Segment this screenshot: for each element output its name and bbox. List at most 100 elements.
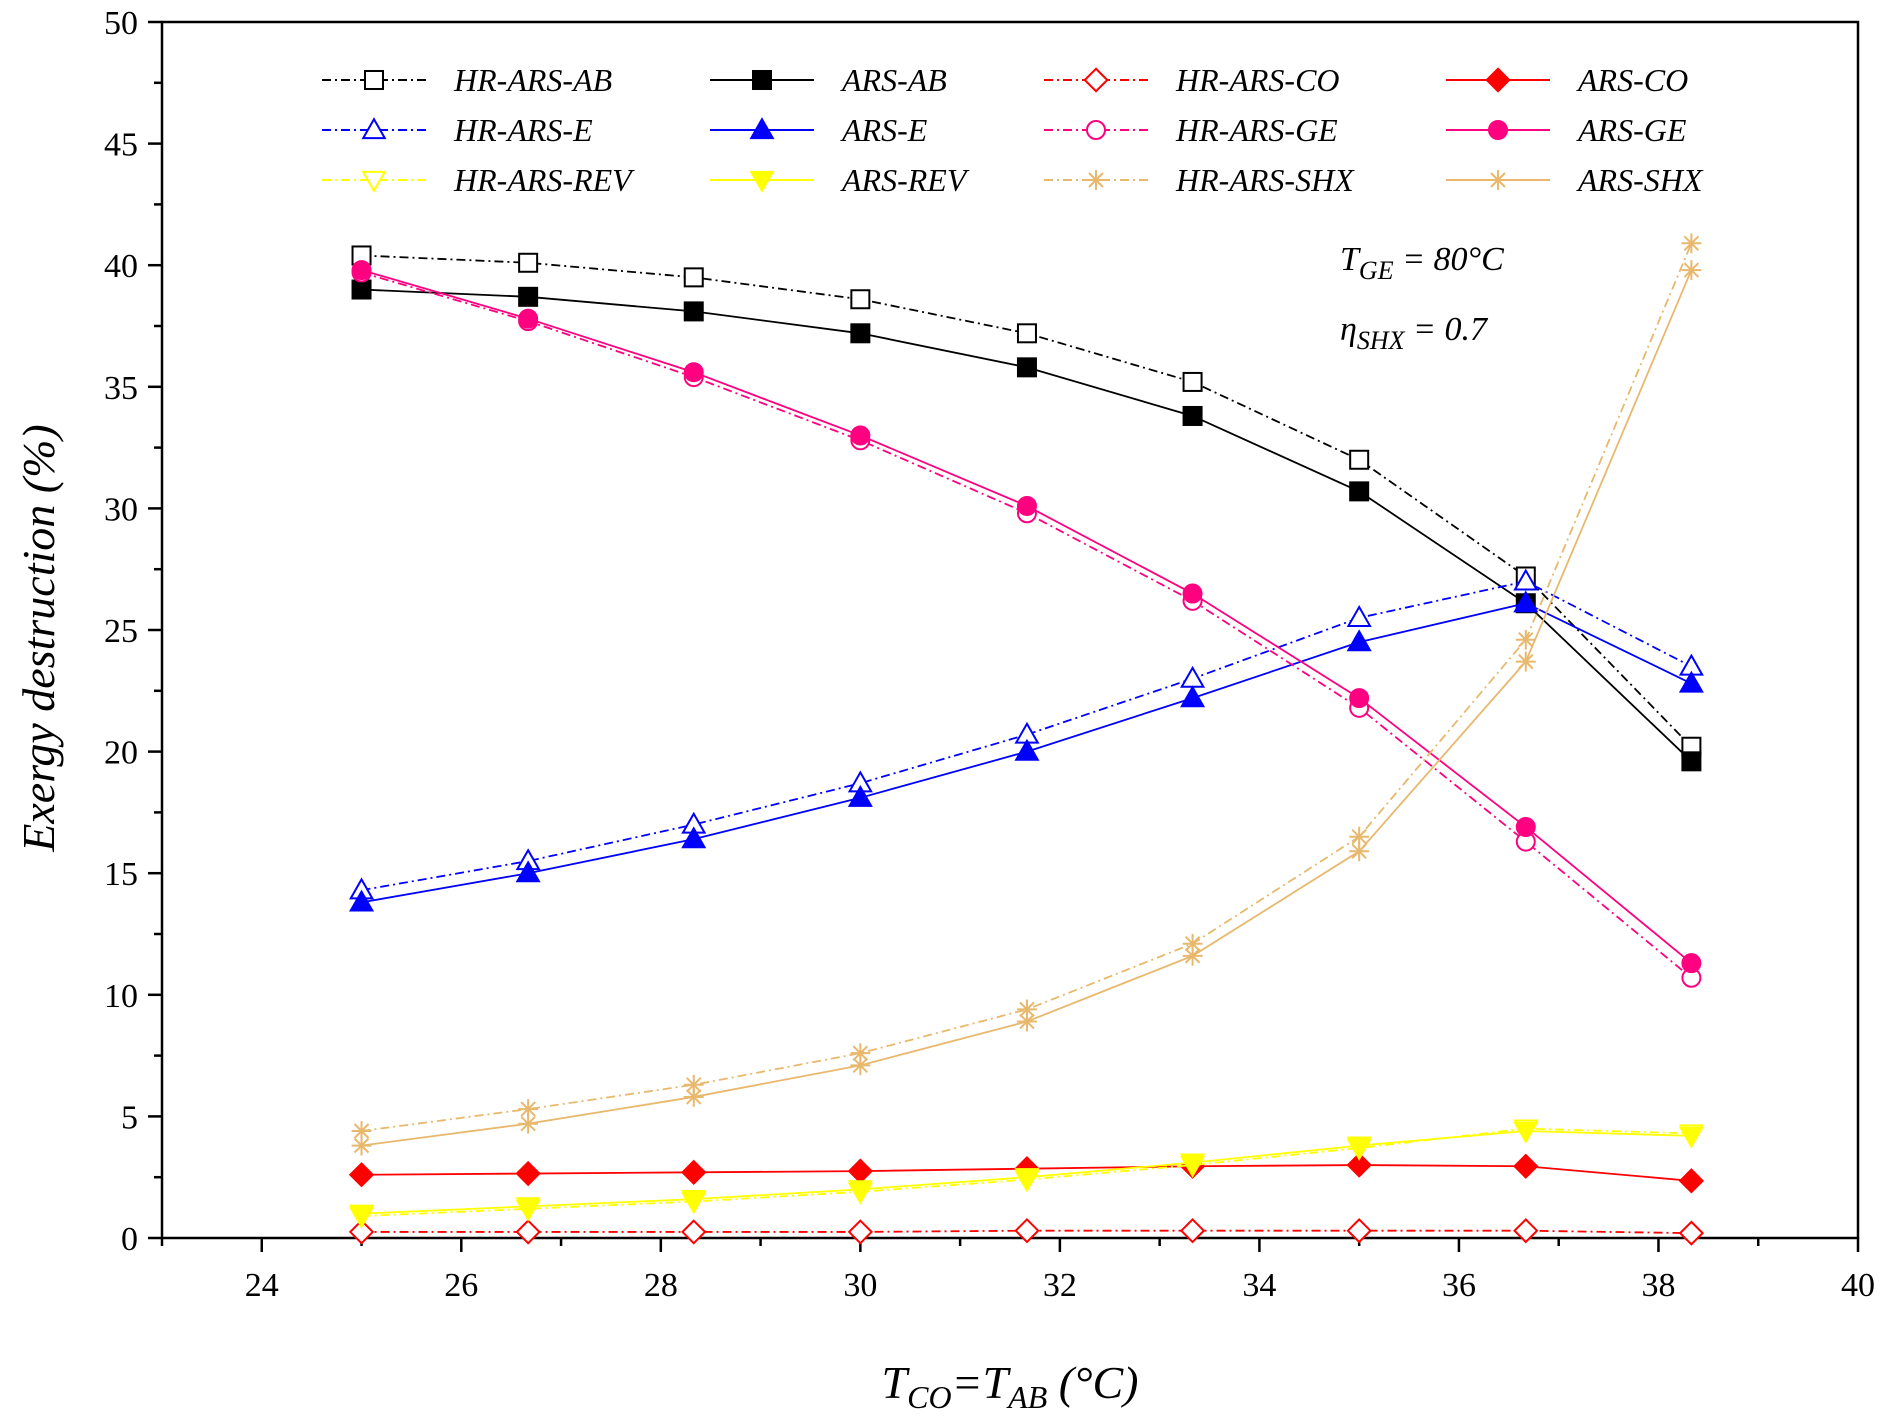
data-point [1515,816,1536,837]
data-point [752,70,772,90]
data-point [1346,629,1372,652]
data-point [847,784,873,807]
legend-item: ARS-GE [1446,112,1687,148]
data-point [683,362,704,383]
data-point [1346,605,1372,627]
data-point [850,323,871,344]
y-tick-label: 40 [104,248,138,285]
asterisk-stroke [353,1137,370,1154]
x-tick-label: 30 [843,1267,877,1304]
legend-label: ARS-REV [840,162,970,198]
data-point [518,286,539,307]
series-hr-ars-ab [351,245,1702,757]
asterisk-stroke [1184,936,1201,952]
data-point [349,1204,375,1227]
data-point [749,170,775,193]
asterisk-stroke [1518,632,1534,648]
legend-item: HR-ARS-SHX [1044,162,1355,198]
x-tick-label: 28 [644,1267,678,1304]
data-point [515,860,541,883]
legend-item: ARS-REV [710,162,970,198]
data-point [850,289,871,310]
legend-label: ARS-SHX [1576,162,1704,198]
data-point [351,279,372,300]
data-point [1086,120,1106,140]
data-point [1180,685,1206,708]
data-point [749,117,775,140]
asterisk-stroke [852,1045,869,1061]
y-tick-label: 35 [104,370,138,407]
y-tick-label: 0 [121,1221,138,1258]
asterisk-stroke [1683,235,1700,252]
plot-border [160,20,1860,1240]
legend-item: ARS-CO [1446,62,1688,98]
data-point [349,889,375,912]
data-point [515,1160,541,1187]
data-point [1678,1126,1704,1149]
data-point [1515,629,1536,650]
data-point [681,1159,707,1186]
data-point [1179,1218,1206,1244]
data-point [351,1135,372,1156]
data-point [1083,67,1109,93]
data-point [1513,1153,1539,1179]
data-point [1349,688,1370,709]
data-point [1678,1168,1705,1194]
series-hr-ars-e [349,568,1704,900]
data-point [847,1219,874,1245]
legend-item: HR-ARS-E [322,112,593,148]
data-point [1180,665,1206,688]
series-ars-ab [351,279,1702,772]
data-point [1513,590,1539,613]
data-point [1349,481,1370,502]
legend-label: HR-ARS-REV [453,162,635,198]
asterisk-stroke [1019,1013,1035,1030]
data-point [1349,449,1370,470]
data-point [850,1055,871,1076]
data-point [1182,371,1203,392]
data-point [515,1219,541,1245]
legend-label: HR-ARS-CO [1175,62,1340,98]
annotations: TGE = 80°C ηSHX = 0.7 [1340,241,1504,355]
legend-item: HR-ARS-CO [1044,62,1340,98]
x-axis-title: TCO=TAB (°C) [882,1357,1139,1414]
asterisk-stroke [1490,172,1506,188]
data-point [1485,67,1511,93]
data-point [348,1162,375,1188]
x-tick-label: 34 [1242,1267,1276,1304]
x-axis: 24 26 28 30 32 34 36 38 40 [160,1238,1875,1304]
legend-item: ARS-E [710,112,928,148]
series-line [361,242,1693,1132]
data-point [1488,120,1508,140]
x-tick-label: 26 [444,1267,478,1304]
data-point [1016,357,1037,378]
series-ars-e [349,590,1704,912]
asterisk-stroke [1351,843,1367,860]
asterisk-stroke [353,1123,370,1139]
legend-label: HR-ARS-AB [453,62,612,98]
x-tick-label: 32 [1043,1267,1077,1304]
data-point [1017,1011,1037,1032]
data-point [681,1189,707,1212]
data-point [1014,738,1040,761]
data-point [1182,583,1203,604]
legend-item: ARS-AB [710,62,947,98]
legend-label: HR-ARS-GE [1175,112,1338,148]
asterisk-stroke [1351,829,1367,845]
asterisk-stroke [686,1077,702,1093]
asterisk-stroke [520,1115,536,1132]
y-tick-label: 15 [104,856,138,893]
legend-label: ARS-E [840,112,928,148]
data-point [1678,1220,1705,1246]
y-tick-label: 45 [104,127,138,164]
data-point [1513,568,1539,591]
data-point [1515,651,1536,672]
data-point [683,1087,704,1107]
data-point [850,425,871,446]
data-point [1681,751,1702,772]
series-ars-ge [351,260,1702,974]
legend-item: HR-ARS-GE [1044,112,1338,148]
annotation-2: ηSHX = 0.7 [1340,311,1489,355]
